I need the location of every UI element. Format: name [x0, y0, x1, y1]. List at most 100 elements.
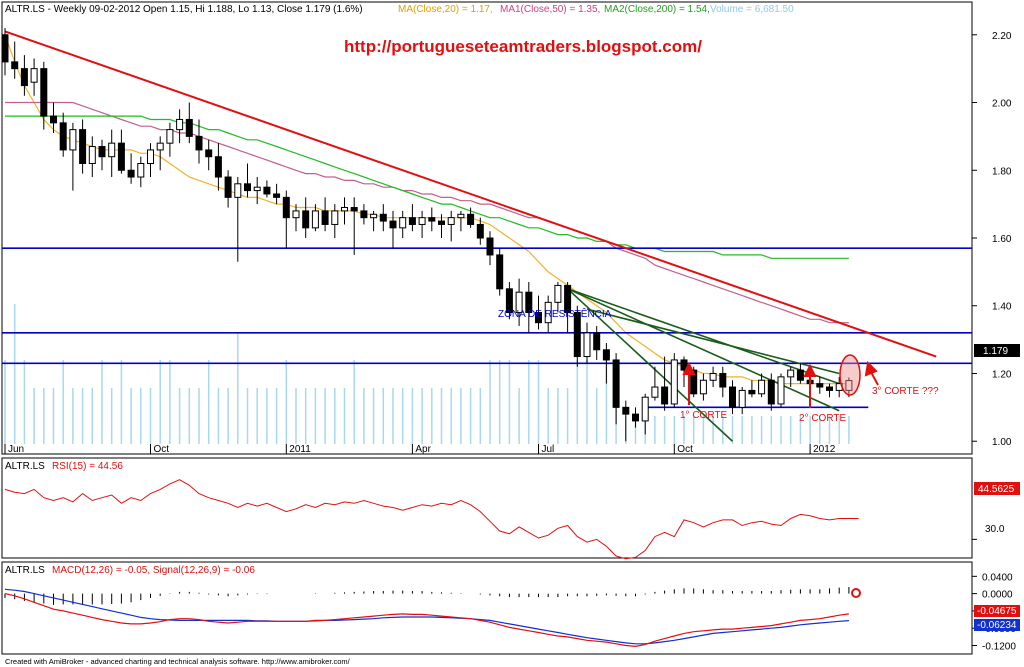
- annotation-arrows: [682, 360, 879, 408]
- rsi-panel: [4, 479, 977, 560]
- candle: [244, 163, 251, 198]
- candle: [98, 139, 106, 171]
- candle: [341, 197, 348, 225]
- first-cut-label: 1° CORTE: [680, 410, 727, 421]
- x-tick-label: Oct: [154, 444, 170, 455]
- candle-body: [273, 193, 281, 198]
- candle-body: [244, 183, 251, 192]
- candle: [156, 136, 164, 171]
- candle: [292, 204, 300, 232]
- candle: [467, 207, 475, 228]
- candle-body: [719, 372, 727, 388]
- footer-credit: Created with AmiBroker - advanced charti…: [5, 657, 351, 666]
- candle-body: [651, 386, 659, 398]
- candle-body: [292, 210, 300, 219]
- ma20-line: [4, 34, 849, 385]
- macd-value-label: -0.04675: [977, 606, 1017, 617]
- candle-body: [311, 210, 319, 229]
- candle: [263, 180, 271, 198]
- candle: [50, 102, 57, 133]
- volume-bars: [4, 304, 850, 444]
- candle: [302, 197, 310, 238]
- candle: [389, 210, 397, 249]
- candle: [661, 356, 669, 411]
- rsi-header: RSI(15) = 44.56: [52, 461, 123, 472]
- candle-body: [738, 389, 746, 408]
- green-trendline: [567, 288, 734, 442]
- price-tick-label: 1.60: [992, 234, 1012, 245]
- candle-body: [108, 142, 116, 158]
- candle-body: [515, 291, 523, 314]
- candle: [282, 190, 290, 249]
- price-tick-label: 1.00: [992, 437, 1012, 448]
- candle: [321, 197, 329, 232]
- candle: [505, 282, 513, 320]
- candle-body: [641, 396, 649, 422]
- candle-body: [185, 118, 193, 137]
- chart-header-ma200: MA2(Close,200) = 1.54,: [604, 4, 710, 15]
- ma200-line: [5, 115, 849, 259]
- candle-body: [331, 210, 339, 225]
- red-trendline: [4, 30, 937, 358]
- x-tick-label: 2012: [813, 444, 836, 455]
- candle-body: [282, 196, 290, 219]
- candle-body: [418, 217, 426, 225]
- candle: [370, 210, 378, 232]
- candle-body: [50, 115, 57, 124]
- chart-header-volume: Volume = 6,681.50: [710, 4, 794, 15]
- price-axis: 2.20 2.00 1.80 1.60 1.40 1.20 1.00: [972, 31, 1012, 448]
- candle-body: [593, 332, 601, 351]
- candle-body: [205, 149, 213, 158]
- candle: [632, 407, 639, 428]
- candle-body: [729, 386, 736, 408]
- candle-body: [263, 186, 271, 195]
- second-cut-arrowhead: [803, 363, 817, 377]
- candle: [331, 204, 339, 238]
- candle: [593, 326, 601, 360]
- macd-panel-frame: [1, 561, 973, 655]
- rsi-value-label: 44.5625: [978, 484, 1015, 495]
- candle-body: [166, 129, 174, 144]
- rsi-header-symbol: ALTR.LS: [5, 461, 45, 472]
- candle: [777, 373, 785, 408]
- candle-body: [370, 213, 378, 219]
- candle-body: [767, 379, 775, 405]
- candle-body: [98, 146, 106, 158]
- candle: [253, 177, 261, 205]
- candle-body: [195, 135, 203, 151]
- candle: [447, 210, 455, 242]
- x-tick-label: Jun: [8, 444, 24, 455]
- candle: [787, 366, 795, 388]
- macd-tick-label: -0.1200: [982, 642, 1016, 653]
- candle: [360, 204, 368, 225]
- x-tick-label: Jul: [542, 444, 555, 455]
- third-cut-ellipse: [839, 354, 861, 396]
- x-tick-label: Oct: [677, 444, 693, 455]
- candle: [699, 373, 707, 401]
- second-cut-label: 2° CORTE: [799, 413, 846, 424]
- candle-body: [20, 68, 28, 87]
- candle-body: [661, 386, 669, 405]
- candle: [796, 363, 804, 384]
- candle: [69, 122, 77, 191]
- candle-body: [350, 207, 358, 212]
- candle-body: [622, 406, 630, 415]
- candle-body: [428, 217, 436, 222]
- macd-tick-label: 0.0400: [982, 572, 1013, 583]
- candle: [709, 366, 717, 388]
- candle-body: [30, 68, 38, 83]
- candle-body: [505, 288, 513, 314]
- green-trendline: [586, 308, 840, 375]
- candle-body: [632, 413, 639, 422]
- candle: [428, 207, 436, 232]
- candle-body: [670, 359, 678, 405]
- candle: [622, 400, 630, 442]
- candle: [486, 231, 494, 266]
- candle-body: [777, 376, 785, 405]
- candle: [176, 109, 184, 144]
- candle: [476, 217, 484, 245]
- rsi-value-box: [974, 482, 1020, 495]
- candle-body: [612, 359, 620, 408]
- price-panel-frame: [1, 1, 973, 455]
- candle-body: [583, 332, 591, 358]
